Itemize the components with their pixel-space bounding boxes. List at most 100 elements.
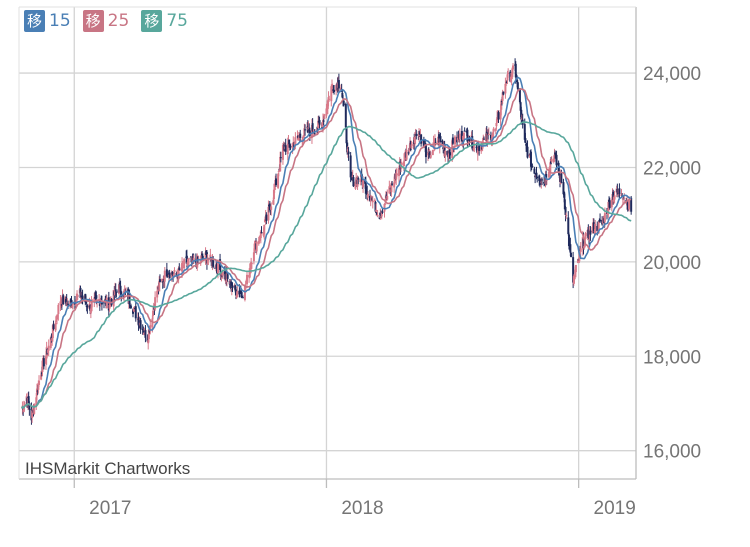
candle-body-up	[22, 406, 25, 412]
candle-body-down	[215, 264, 218, 269]
candle-body-down	[234, 289, 237, 296]
candle-body-down	[67, 303, 70, 305]
candle-body-up	[259, 231, 262, 239]
legend-label-ma75: 75	[166, 11, 188, 31]
candle-body-down	[545, 174, 548, 180]
candle-body-up	[354, 181, 357, 189]
candle-body-down	[313, 133, 316, 135]
candle-body-up	[156, 290, 159, 298]
candle-body-up	[573, 274, 576, 279]
candle-body-down	[554, 152, 557, 155]
candle-body-down	[471, 136, 474, 149]
candle-body-down	[275, 178, 278, 186]
candle-body-up	[33, 404, 36, 414]
candle-body-up	[506, 74, 509, 81]
candle-body-up	[369, 200, 372, 202]
candle-body-down	[630, 197, 633, 212]
candle-body-down	[543, 181, 546, 184]
candle-body-down	[364, 182, 367, 194]
candle-body-up	[254, 240, 257, 245]
candle-body-up	[143, 328, 146, 332]
candle-body-down	[165, 269, 168, 277]
candle-body-down	[429, 151, 432, 158]
candle-body-down	[28, 403, 31, 410]
grid-layer	[19, 7, 636, 479]
candle-body-up	[359, 179, 362, 182]
candle-body-up	[620, 193, 623, 197]
candle-body-up	[250, 263, 253, 265]
candle-body-up	[69, 301, 72, 305]
candle-body-up	[565, 215, 568, 217]
candle-body-up	[109, 300, 112, 307]
candle-body-down	[352, 177, 355, 187]
candle-body-down	[514, 63, 517, 78]
candle-body-down	[564, 207, 567, 215]
candle-body-up	[346, 149, 349, 154]
candle-body-up	[398, 167, 401, 177]
candle-body-up	[173, 270, 176, 273]
candle-body-up	[187, 259, 190, 264]
candle-body-down	[288, 143, 291, 148]
candle-body-up	[453, 136, 456, 145]
candle-body-down	[371, 198, 374, 200]
y-tick-label: 22,000	[643, 158, 701, 179]
candle-body-up	[528, 154, 531, 157]
candle-body-down	[308, 130, 311, 136]
candle-body-up	[181, 264, 184, 266]
candle-body-down	[122, 294, 125, 297]
candle-body-up	[216, 261, 219, 273]
candle-body-down	[201, 253, 204, 256]
candle-body-up	[51, 338, 54, 341]
candle-body-down	[439, 136, 442, 143]
candle-body-up	[301, 138, 304, 142]
candle-body-up	[389, 187, 392, 189]
candle-body-up	[451, 140, 454, 158]
candle-body-up	[207, 259, 210, 261]
y-tick-label: 18,000	[643, 347, 701, 368]
candle-body-down	[341, 92, 344, 98]
candle-body-down	[139, 320, 142, 330]
candle-body-down	[519, 102, 522, 111]
candle-body-up	[303, 128, 306, 136]
candle-body-down	[119, 285, 122, 293]
candle-body-up	[323, 114, 326, 120]
candle-body-up	[408, 147, 411, 152]
y-axis-ticks: 16,000 18,000 20,000 22,000 24,000	[643, 64, 701, 463]
candle-body-down	[81, 295, 84, 300]
candle-body-down	[616, 188, 619, 193]
candle-body-down	[84, 293, 87, 303]
candle-body-up	[151, 318, 154, 328]
candle-body-down	[226, 274, 229, 279]
candle-body-up	[431, 149, 434, 155]
candle-body-up	[499, 110, 502, 120]
candle-body-up	[601, 221, 604, 223]
candle-body-up	[623, 197, 626, 199]
candle-body-up	[591, 226, 594, 233]
candle-body-down	[460, 131, 463, 142]
candle-body-down	[192, 253, 195, 261]
candle-body-up	[40, 374, 43, 380]
candle-body-down	[520, 109, 523, 120]
candle-body-up	[286, 143, 289, 155]
candle-body-up	[388, 186, 391, 194]
candle-body-up	[511, 68, 514, 78]
candle-body-down	[448, 150, 451, 154]
candle-body-down	[42, 358, 45, 367]
candle-body-down	[129, 305, 132, 309]
candle-body-down	[231, 285, 234, 289]
candle-body-up	[613, 195, 616, 200]
candle-body-up	[376, 215, 379, 217]
candle-body-down	[516, 79, 519, 83]
candle-body-up	[149, 325, 152, 332]
candle-body-down	[118, 282, 121, 285]
candle-body-up	[257, 240, 260, 244]
candle-body-up	[373, 199, 376, 202]
candle-body-down	[509, 71, 512, 82]
candle-body-up	[395, 172, 398, 180]
candle-body-down	[529, 151, 532, 167]
candle-body-down	[158, 279, 161, 283]
candle-body-up	[80, 297, 83, 300]
candle-body-up	[355, 177, 358, 180]
candle-body-up	[272, 200, 275, 205]
candle-body-up	[507, 72, 510, 74]
